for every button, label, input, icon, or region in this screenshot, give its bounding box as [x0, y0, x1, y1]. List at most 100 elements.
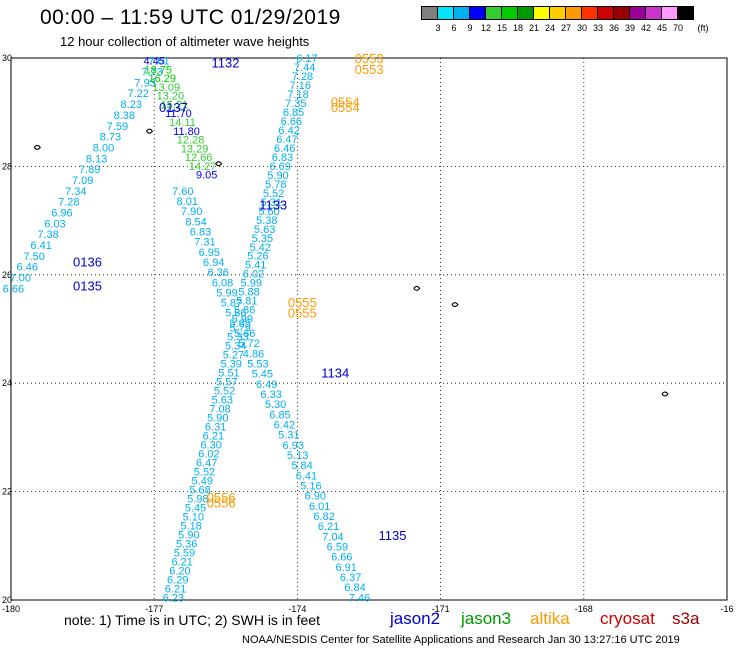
wave-height-value: 6.36 [207, 267, 228, 279]
wave-height-value: 7.38 [37, 229, 58, 241]
wave-height-value: 6.23 [163, 592, 184, 604]
wave-height-value: 18.75 [144, 64, 172, 76]
island-4 [413, 285, 421, 291]
wave-height-value: 5.90 [178, 529, 199, 541]
wave-height-value: 5.84 [291, 460, 312, 472]
scale-label: 24 [544, 23, 556, 33]
wave-height-value: 5.63 [212, 395, 233, 407]
wave-height-value: 5.66 [234, 328, 255, 340]
wave-height-value: 6.85 [283, 107, 304, 119]
wave-height-value: 6.90 [305, 491, 326, 503]
wave-height-value: 7.50 [23, 251, 44, 263]
island-6 [661, 391, 669, 397]
island-2 [33, 144, 41, 150]
wave-height-value: 6.01 [309, 501, 330, 513]
satellite-jason3: jason3 [461, 609, 512, 628]
wave-height-value: 5.10 [183, 511, 204, 523]
wave-height-value: 7.59 [107, 121, 128, 133]
wave-height-value: 6.41 [30, 240, 51, 252]
wave-height-value: 5.31 [278, 430, 299, 442]
pass-time-label: 0553 [355, 51, 384, 66]
wave-height-value: 5.27 [223, 350, 244, 362]
wave-height-value: 6.41 [296, 470, 317, 482]
wave-height-value: 7.35 [285, 98, 306, 110]
wave-height-value: 5.36 [176, 538, 197, 550]
wave-height-value: 13.29 [181, 143, 209, 155]
wave-height-value: 6.66 [331, 552, 352, 564]
wave-height-value: 7.61 [148, 56, 169, 68]
wave-height-value: 5.99 [232, 314, 253, 326]
wave-height-value: 6.91 [335, 562, 356, 574]
wave-height-value: 6.93 [283, 440, 304, 452]
scale-label: 9 [467, 23, 473, 33]
wave-height-value: 8.73 [100, 132, 121, 144]
wave-height-value: 5.68 [189, 484, 210, 496]
pass-time-label: 0556 [207, 495, 236, 510]
y-tick-label: 28 [2, 161, 12, 171]
island-5 [451, 302, 459, 308]
wave-height-value: 6.08 [212, 277, 233, 289]
pass-time-label: 1135 [379, 528, 407, 543]
wave-height-value: 5.16 [300, 481, 321, 493]
wave-height-value: 5.79 [229, 323, 250, 335]
y-tick-label: 26 [2, 270, 12, 280]
wave-height-value: 16.29 [149, 73, 177, 85]
scale-label: 15 [496, 23, 508, 33]
credit-line: NOAA/NESDIS Center for Satellite Applica… [242, 634, 680, 646]
island-1 [146, 128, 154, 134]
pass-time-label: 0555 [288, 306, 317, 321]
wave-height-value: 5.87 [221, 298, 242, 310]
wave-height-value: 5.99 [241, 278, 262, 290]
wave-height-value: 15.21 [161, 99, 189, 111]
wave-height-value: 7.22 [127, 88, 148, 100]
wave-height-value: 5.85 [230, 318, 251, 330]
wave-height-value: 7.46 [349, 592, 370, 604]
scale-label: 21 [528, 23, 540, 33]
wave-height-value: 5.35 [252, 233, 273, 245]
wave-height-value: 5.30 [265, 399, 286, 411]
wave-height-value: 6.46 [17, 262, 38, 274]
color-scale [421, 6, 694, 20]
wave-height-value: 5.59 [174, 547, 195, 559]
wave-height-value: 6.42 [278, 125, 299, 137]
wave-height-value: 6.03 [44, 218, 65, 230]
footer-note: note: 1) Time is in UTC; 2) SWH is in fe… [64, 612, 320, 628]
wave-height-value: 11.70 [165, 108, 192, 120]
wave-height-value: 7.04 [322, 531, 343, 543]
wave-height-value: 5.52 [194, 466, 215, 478]
wave-height-value: 7.89 [79, 164, 100, 176]
wave-height-value: 6.66 [3, 283, 24, 295]
satellite-cryosat: cryosat [600, 609, 655, 628]
wave-height-value: 5.60 [258, 206, 279, 218]
satellite-altika: altika [530, 609, 570, 628]
scale-unit: (ft) [697, 23, 709, 33]
wave-height-value: 8.13 [86, 153, 107, 165]
x-tick-label: -180 [2, 604, 20, 614]
wave-height-value: 8.00 [93, 142, 114, 154]
wave-height-value: 6.31 [205, 422, 226, 434]
wave-height-value: 7.28 [58, 197, 79, 209]
pass-time-label: 1134 [321, 365, 349, 380]
scale-label: 39 [624, 23, 636, 33]
wave-height-value: 8.01 [177, 196, 198, 208]
wave-height-value: 5.26 [247, 251, 268, 263]
wave-height-value: 6.47 [276, 134, 297, 146]
wave-height-value: 5.90 [207, 413, 228, 425]
wave-height-value: 8.23 [121, 99, 142, 111]
wave-height-value: 5.90 [267, 170, 288, 182]
wave-height-value: 5.78 [265, 179, 286, 191]
y-tick-label: 24 [2, 378, 12, 388]
wave-height-value: 6.21 [318, 521, 339, 533]
wave-height-value: 6.37 [340, 572, 361, 584]
wave-height-value: 8.38 [114, 110, 135, 122]
scale-swatch [677, 6, 694, 20]
wave-height-value: 5.57 [216, 377, 237, 389]
scale-label: 12 [480, 23, 492, 33]
wave-height-value: 5.45 [252, 369, 273, 381]
wave-height-value: 6.33 [260, 389, 281, 401]
wave-height-value: 12.28 [177, 135, 205, 147]
scale-label: 27 [560, 23, 572, 33]
wave-height-value: 13.20 [157, 91, 185, 103]
pass-time-label: 1132 [211, 55, 239, 70]
